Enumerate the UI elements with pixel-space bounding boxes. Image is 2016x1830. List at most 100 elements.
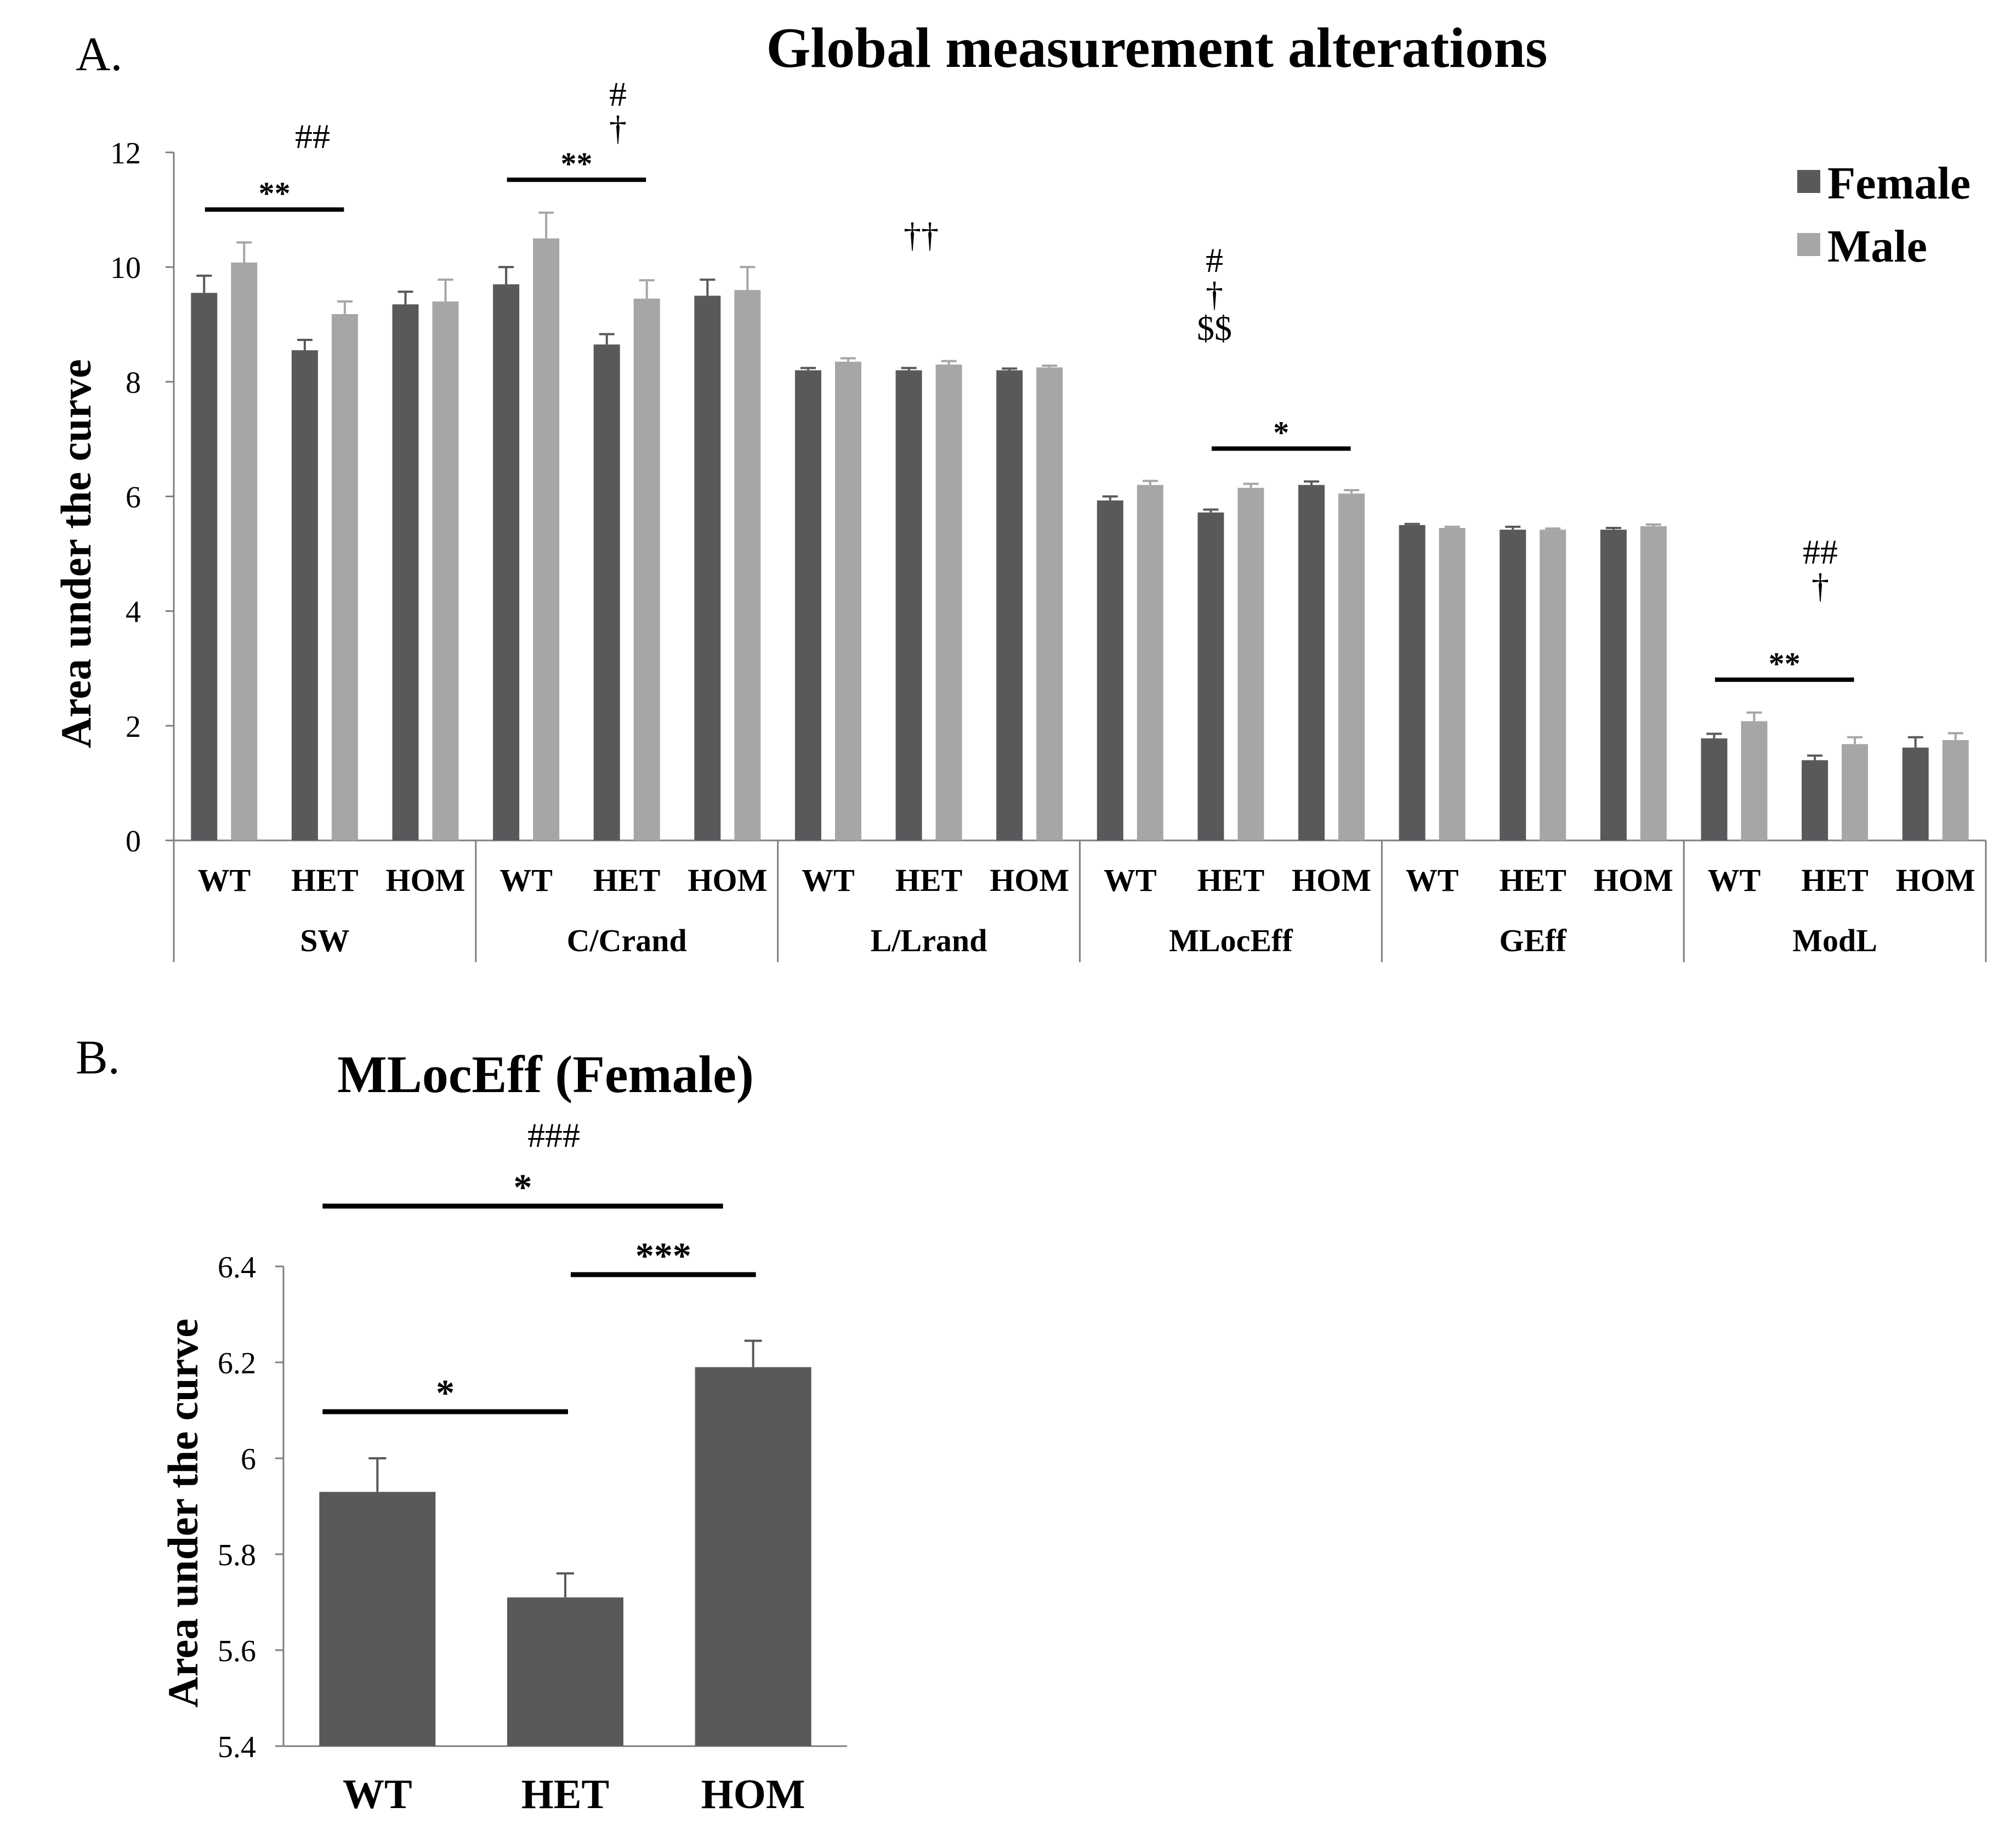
bar-female-c-crand-het bbox=[593, 344, 620, 840]
bar-female-geff-hom bbox=[1600, 530, 1627, 840]
chart-b-y-tick-label: 6.4 bbox=[218, 1251, 256, 1285]
significance-label: ** bbox=[259, 175, 291, 211]
significance-label: ** bbox=[560, 146, 592, 181]
bar-het bbox=[507, 1597, 623, 1746]
bar-male-l-lrand-het bbox=[935, 364, 962, 840]
genotype-label: WT bbox=[1708, 862, 1761, 898]
genotype-label: HET bbox=[1500, 862, 1567, 898]
bar-male-c-crand-hom bbox=[734, 290, 761, 840]
bar-female-geff-het bbox=[1500, 530, 1526, 840]
bar-female-c-crand-hom bbox=[694, 295, 721, 840]
bar-male-mloceff-hom bbox=[1338, 493, 1365, 840]
bar-male-c-crand-het bbox=[633, 298, 660, 840]
bar-male-sw-hom bbox=[432, 301, 459, 840]
bar-female-modl-hom bbox=[1902, 747, 1929, 840]
category-label: HET bbox=[521, 1771, 610, 1817]
group-label: SW bbox=[300, 923, 349, 958]
bar-male-geff-wt bbox=[1439, 528, 1466, 840]
bar-male-modl-het bbox=[1842, 744, 1869, 840]
bar-female-l-lrand-wt bbox=[794, 370, 821, 840]
category-label: HOM bbox=[701, 1771, 805, 1817]
bar-female-l-lrand-hom bbox=[996, 370, 1023, 840]
chart-a-y-tick-label: 8 bbox=[126, 366, 141, 400]
bar-male-c-crand-wt bbox=[533, 238, 560, 840]
group-significance-mark: # bbox=[1206, 241, 1223, 280]
bar-wt bbox=[319, 1492, 436, 1746]
chart-b-plot: 5.45.65.866.26.4WT HET HOM*****### bbox=[218, 1116, 847, 1817]
group-label: C/Crand bbox=[567, 923, 687, 958]
chart-a-ylabel: Area under the curve bbox=[52, 359, 100, 748]
genotype-label: HET bbox=[1197, 862, 1265, 898]
bar-male-sw-het bbox=[331, 314, 358, 840]
group-label: L/Lrand bbox=[871, 923, 987, 958]
bar-female-geff-wt bbox=[1399, 525, 1426, 840]
group-label: GEff bbox=[1500, 923, 1567, 958]
chart-a-y-tick-label: 12 bbox=[110, 137, 141, 171]
bar-hom bbox=[695, 1367, 811, 1746]
bar-female-mloceff-hom bbox=[1298, 485, 1325, 840]
genotype-label: WT bbox=[802, 862, 855, 898]
genotype-label: WT bbox=[1104, 862, 1157, 898]
chart-a-y-tick-label: 10 bbox=[110, 251, 141, 285]
group-significance-mark: † bbox=[609, 109, 627, 147]
group-significance-mark: # bbox=[609, 75, 627, 113]
genotype-label: HOM bbox=[688, 862, 767, 898]
chart-b-y-tick-label: 5.6 bbox=[218, 1634, 256, 1668]
chart-b-y-tick-label: 6.2 bbox=[218, 1346, 256, 1380]
bar-female-c-crand-wt bbox=[493, 284, 520, 840]
top-significance-mark: ### bbox=[527, 1116, 580, 1155]
group-significance-mark: † bbox=[1206, 275, 1223, 314]
legend-swatch-female bbox=[1797, 170, 1820, 193]
significance-label: * bbox=[1273, 414, 1289, 450]
bar-female-modl-wt bbox=[1701, 738, 1728, 840]
genotype-label: HOM bbox=[1292, 862, 1371, 898]
chart-a-title: Global measurement alterations bbox=[766, 16, 1547, 79]
significance-label: ** bbox=[1769, 646, 1801, 681]
bar-male-modl-wt bbox=[1741, 721, 1768, 840]
genotype-label: HET bbox=[593, 862, 661, 898]
bar-male-mloceff-het bbox=[1237, 487, 1264, 840]
bar-male-mloceff-wt bbox=[1137, 485, 1163, 840]
genotype-label: HOM bbox=[386, 862, 465, 898]
bar-male-geff-hom bbox=[1640, 526, 1667, 840]
bar-female-sw-het bbox=[291, 350, 318, 840]
panel-a-label: A. bbox=[76, 28, 123, 81]
group-label: ModL bbox=[1792, 923, 1877, 958]
group-significance-mark: † bbox=[1811, 566, 1829, 605]
significance-label: *** bbox=[635, 1235, 691, 1276]
genotype-label: HOM bbox=[990, 862, 1069, 898]
bar-female-sw-wt bbox=[191, 293, 218, 840]
bar-female-mloceff-het bbox=[1197, 512, 1224, 840]
group-significance-mark: ## bbox=[1803, 532, 1838, 571]
chart-b-y-tick-label: 5.8 bbox=[218, 1538, 256, 1572]
bar-female-sw-hom bbox=[392, 304, 419, 840]
chart-a-y-tick-label: 2 bbox=[126, 710, 141, 744]
chart-b-y-tick-label: 5.4 bbox=[218, 1730, 256, 1764]
chart-a-legend: Female Male bbox=[1797, 158, 1970, 272]
chart-a-y-tick-label: 6 bbox=[126, 481, 141, 515]
group-significance-mark: $$ bbox=[1197, 309, 1232, 348]
genotype-label: HET bbox=[1801, 862, 1869, 898]
legend-label-female: Female bbox=[1827, 158, 1970, 209]
genotype-label: WT bbox=[1406, 862, 1459, 898]
significance-label: * bbox=[436, 1372, 455, 1413]
group-label: MLocEff bbox=[1169, 923, 1293, 958]
bar-female-modl-het bbox=[1802, 760, 1828, 840]
genotype-label: HOM bbox=[1896, 862, 1975, 898]
bar-female-l-lrand-het bbox=[895, 370, 922, 840]
genotype-label: HET bbox=[895, 862, 963, 898]
chart-b-y-tick-label: 6 bbox=[241, 1442, 256, 1476]
group-significance-mark: ## bbox=[295, 117, 330, 156]
chart-a-y-tick-label: 4 bbox=[126, 595, 141, 629]
legend-label-male: Male bbox=[1827, 221, 1927, 272]
chart-b-title: MLocEff (Female) bbox=[337, 1045, 754, 1104]
genotype-label: WT bbox=[499, 862, 553, 898]
significance-label: * bbox=[514, 1166, 532, 1208]
genotype-label: WT bbox=[197, 862, 251, 898]
genotype-label: HET bbox=[291, 862, 359, 898]
bar-male-geff-het bbox=[1540, 530, 1566, 840]
chart-a-y-tick-label: 0 bbox=[126, 825, 141, 859]
bar-male-sw-wt bbox=[231, 262, 258, 840]
